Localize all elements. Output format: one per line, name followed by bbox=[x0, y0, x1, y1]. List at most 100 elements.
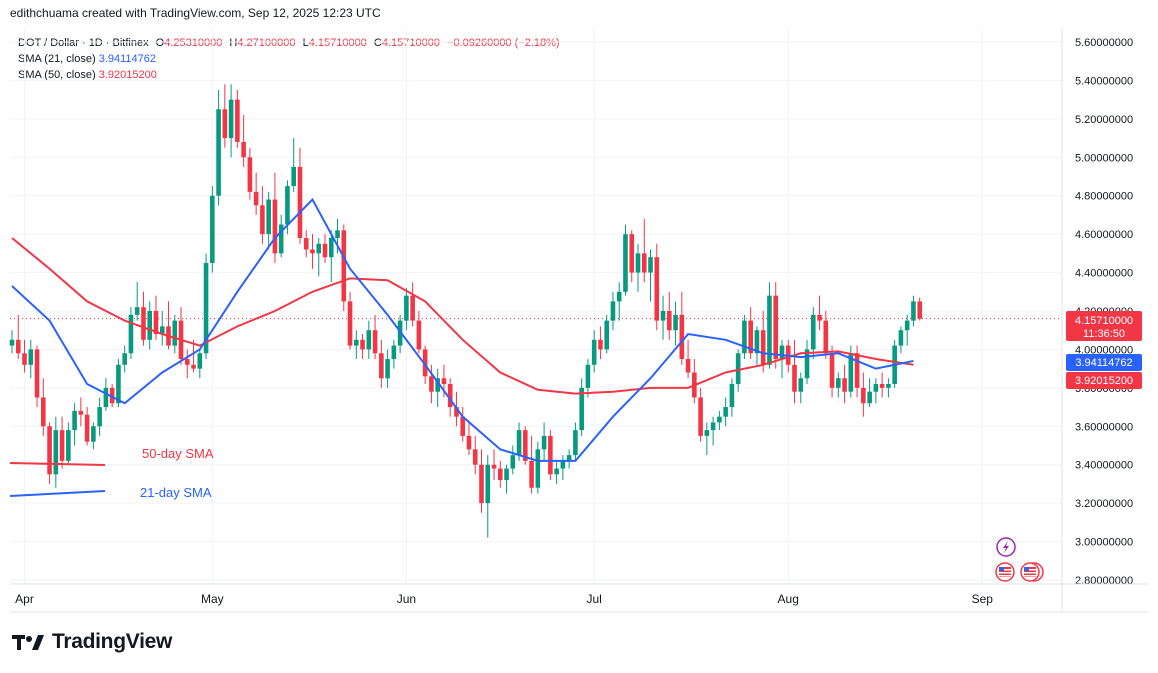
candle-body bbox=[454, 407, 459, 417]
candle-body bbox=[241, 141, 246, 158]
candle bbox=[641, 218, 647, 283]
candle-body bbox=[610, 301, 616, 321]
candle bbox=[291, 138, 296, 192]
candle-body bbox=[648, 257, 653, 273]
candle bbox=[9, 330, 15, 354]
candle-body bbox=[291, 166, 296, 187]
candle bbox=[548, 430, 553, 481]
candle-body bbox=[529, 460, 534, 488]
candle-body bbox=[266, 199, 271, 235]
candle-body bbox=[103, 387, 109, 408]
candle bbox=[385, 349, 390, 388]
sma21-annotation: 21-day SMA bbox=[140, 485, 212, 500]
low-key: L bbox=[302, 37, 309, 49]
candle bbox=[235, 90, 240, 148]
sma21-legend-value: 3.94114762 bbox=[98, 53, 157, 65]
candle bbox=[629, 230, 635, 283]
candle-body bbox=[585, 364, 591, 388]
candle bbox=[867, 378, 872, 408]
candle bbox=[416, 311, 422, 354]
candle-body bbox=[184, 359, 190, 365]
candle-body bbox=[842, 378, 847, 392]
candle bbox=[341, 224, 347, 311]
candle-body bbox=[354, 339, 359, 346]
countdown-value: 11:36:50 bbox=[1083, 328, 1125, 340]
candle-body bbox=[322, 243, 328, 258]
candle bbox=[529, 435, 534, 494]
candle bbox=[316, 237, 322, 277]
candle bbox=[272, 172, 278, 263]
tradingview-logo[interactable]: TradingView bbox=[12, 630, 172, 654]
candle-body bbox=[579, 387, 584, 431]
candle bbox=[354, 330, 359, 360]
candle-body bbox=[798, 378, 804, 392]
x-tick-label: May bbox=[201, 592, 224, 606]
candle bbox=[47, 422, 52, 484]
candle bbox=[591, 330, 597, 373]
y-tick-label: 3.00000000 bbox=[1075, 537, 1133, 549]
candle bbox=[347, 291, 353, 350]
candle bbox=[729, 378, 735, 417]
y-tick-label: 5.60000000 bbox=[1075, 37, 1133, 49]
us-flag-event-icon-2[interactable] bbox=[1020, 562, 1044, 582]
candle-body bbox=[360, 339, 365, 350]
candle bbox=[623, 224, 628, 296]
x-tick-label: Jul bbox=[587, 592, 602, 606]
candle-body bbox=[898, 330, 904, 346]
candle bbox=[742, 314, 747, 360]
candle-body bbox=[660, 311, 666, 321]
candle bbox=[310, 234, 315, 269]
candle-body bbox=[379, 353, 384, 379]
candle bbox=[535, 441, 541, 494]
candle bbox=[523, 426, 528, 465]
candle bbox=[767, 282, 772, 369]
candle bbox=[260, 186, 265, 244]
candle-body bbox=[172, 320, 178, 346]
candle-body bbox=[911, 301, 916, 321]
candle bbox=[78, 397, 84, 427]
candle bbox=[84, 407, 90, 446]
candle-body bbox=[566, 455, 572, 461]
candle bbox=[253, 172, 259, 215]
candle bbox=[541, 422, 547, 461]
lightning-event-icon[interactable] bbox=[996, 537, 1016, 557]
last-price-tag-value: 4.15710000 bbox=[1075, 315, 1133, 327]
candle-body bbox=[272, 199, 278, 254]
candle bbox=[798, 372, 804, 404]
candle-body bbox=[9, 339, 15, 346]
candle-body bbox=[372, 330, 378, 354]
us-flag-event-icon[interactable] bbox=[995, 562, 1015, 582]
candle-body bbox=[523, 430, 528, 461]
candle bbox=[159, 311, 165, 346]
candle bbox=[898, 326, 904, 354]
candle-body bbox=[854, 353, 860, 388]
candle bbox=[479, 449, 484, 513]
candle-body bbox=[560, 460, 566, 469]
candle-body bbox=[717, 416, 722, 423]
chart-credit: edithchuama created with TradingView.com… bbox=[10, 6, 381, 20]
candle-body bbox=[247, 157, 253, 192]
candle bbox=[491, 449, 497, 481]
candle-body bbox=[53, 430, 59, 475]
candle-body bbox=[316, 243, 322, 254]
candle-body bbox=[616, 291, 622, 302]
candle bbox=[379, 339, 384, 388]
candle bbox=[141, 291, 146, 346]
sma50-legend-label: SMA (50, close) bbox=[18, 69, 96, 81]
candle-body bbox=[829, 353, 835, 388]
candle bbox=[723, 397, 728, 427]
candle-body bbox=[460, 416, 466, 436]
candle-body bbox=[34, 349, 40, 398]
candle bbox=[172, 314, 178, 354]
candle-body bbox=[723, 407, 728, 417]
candle bbox=[278, 214, 284, 258]
candle-body bbox=[28, 349, 34, 365]
candle-body bbox=[917, 301, 922, 319]
candle-body bbox=[216, 109, 221, 196]
candle-body bbox=[203, 262, 209, 354]
candle bbox=[472, 435, 478, 475]
sma21-tag-value: 3.94114762 bbox=[1075, 357, 1132, 369]
candle-body bbox=[47, 426, 52, 475]
sma50-line bbox=[11, 237, 914, 395]
